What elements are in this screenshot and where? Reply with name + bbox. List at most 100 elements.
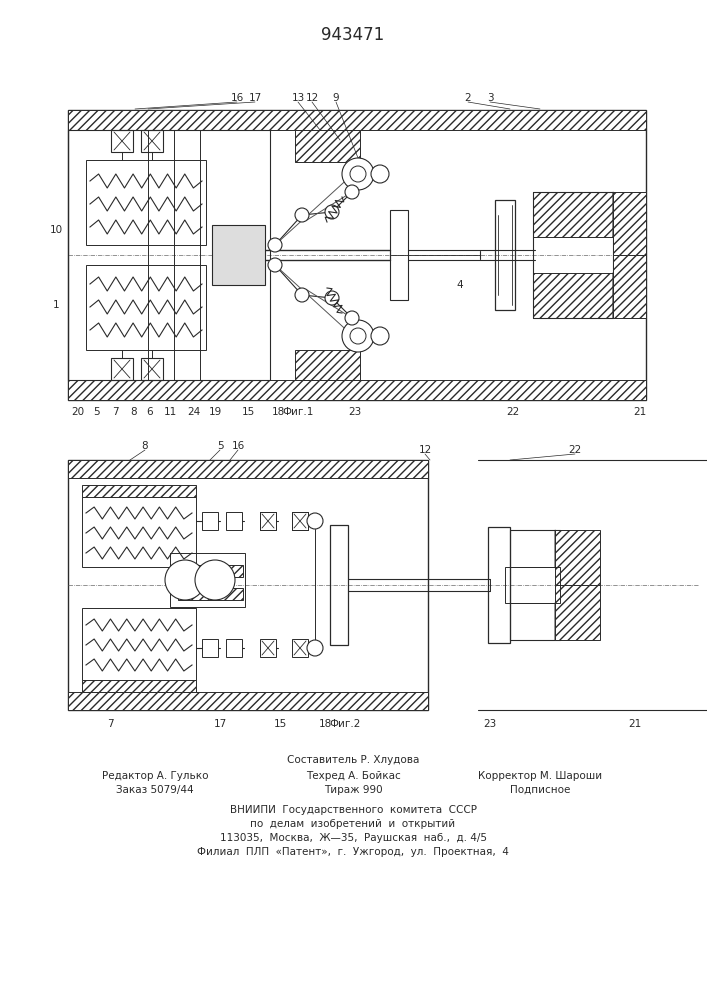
Bar [202,639,218,657]
Bar [495,200,515,310]
Text: 13: 13 [291,93,305,103]
Bar [82,497,196,567]
Bar [82,608,196,680]
Bar [141,358,163,380]
Text: 17: 17 [214,719,227,729]
Text: 17: 17 [248,93,262,103]
Text: 7: 7 [112,407,118,417]
Bar [555,585,600,640]
Bar [295,130,360,162]
Text: Фиг.2: Фиг.2 [329,719,361,729]
Bar [295,350,360,380]
Text: Техред А. Бойкас: Техред А. Бойкас [305,771,400,781]
Text: 10: 10 [49,225,62,235]
Bar [178,588,243,600]
Bar [68,380,646,400]
Text: 9: 9 [333,93,339,103]
Text: 22: 22 [568,445,582,455]
Polygon shape [555,530,600,585]
Polygon shape [613,255,646,318]
Circle shape [325,205,339,219]
Text: 6: 6 [146,407,153,417]
Text: 24: 24 [187,407,201,417]
Circle shape [268,238,282,252]
Polygon shape [613,192,646,255]
Text: 18: 18 [318,719,332,729]
Text: 12: 12 [305,93,319,103]
Bar [555,530,600,585]
Text: 5: 5 [216,441,223,451]
Text: 113035,  Москва,  Ж—35,  Раушская  наб.,  д. 4/5: 113035, Москва, Ж—35, Раушская наб., д. … [219,833,486,843]
Circle shape [195,560,235,600]
Bar [613,192,646,255]
Bar [68,692,428,710]
Text: Подписное: Подписное [510,785,570,795]
Bar [86,265,206,350]
Bar [260,512,276,530]
Bar [226,639,242,657]
Text: 22: 22 [506,407,520,417]
Polygon shape [555,585,600,640]
Text: 20: 20 [71,407,85,417]
Bar [260,512,276,530]
Circle shape [165,560,205,600]
Text: Филиал  ПЛП  «Патент»,  г.  Ужгород,  ул.  Проектная,  4: Филиал ПЛП «Патент», г. Ужгород, ул. Про… [197,847,509,857]
Text: 2: 2 [464,93,472,103]
Text: 3: 3 [486,93,493,103]
Text: ВНИИПИ  Государственного  комитета  СССР: ВНИИПИ Государственного комитета СССР [230,805,477,815]
Bar [390,210,408,300]
Text: 5: 5 [93,407,99,417]
Bar [202,512,218,530]
Bar [170,553,245,607]
Bar [68,110,646,130]
Text: 23: 23 [484,719,496,729]
Bar [613,255,646,318]
Text: 1: 1 [53,300,59,310]
Text: Тираж 990: Тираж 990 [324,785,382,795]
Text: 12: 12 [419,445,432,455]
Circle shape [268,258,282,272]
Text: Заказ 5079/44: Заказ 5079/44 [116,785,194,795]
Bar [68,110,646,400]
Circle shape [307,640,323,656]
Bar [82,680,196,692]
Text: 19: 19 [209,407,221,417]
Bar [488,527,510,643]
Bar [178,565,243,577]
Circle shape [345,185,359,199]
Bar [533,192,613,237]
Bar [82,485,196,497]
Bar [330,525,348,645]
Bar [505,567,560,603]
Bar [533,192,613,318]
Text: 18: 18 [271,407,285,417]
Bar [292,512,308,530]
Bar [292,639,308,657]
Circle shape [295,208,309,222]
Text: 15: 15 [274,719,286,729]
Text: 16: 16 [231,441,245,451]
Text: 23: 23 [349,407,361,417]
Text: 15: 15 [241,407,255,417]
Text: по  делам  изобретений  и  открытий: по делам изобретений и открытий [250,819,455,829]
Text: Редактор А. Гулько: Редактор А. Гулько [102,771,209,781]
Text: 21: 21 [629,719,642,729]
Circle shape [307,513,323,529]
Text: 7: 7 [107,719,113,729]
Circle shape [350,166,366,182]
Bar [292,512,308,530]
Bar [212,225,265,285]
Text: 8: 8 [141,441,148,451]
Text: 16: 16 [230,93,244,103]
Circle shape [350,328,366,344]
Text: 4: 4 [457,280,463,290]
Text: 21: 21 [633,407,647,417]
Circle shape [342,158,374,190]
Bar [533,273,613,318]
Bar [68,460,428,710]
Bar [111,130,133,152]
Circle shape [342,320,374,352]
Text: Корректор М. Шароши: Корректор М. Шароши [478,771,602,781]
Bar [86,160,206,245]
Bar [68,130,270,380]
